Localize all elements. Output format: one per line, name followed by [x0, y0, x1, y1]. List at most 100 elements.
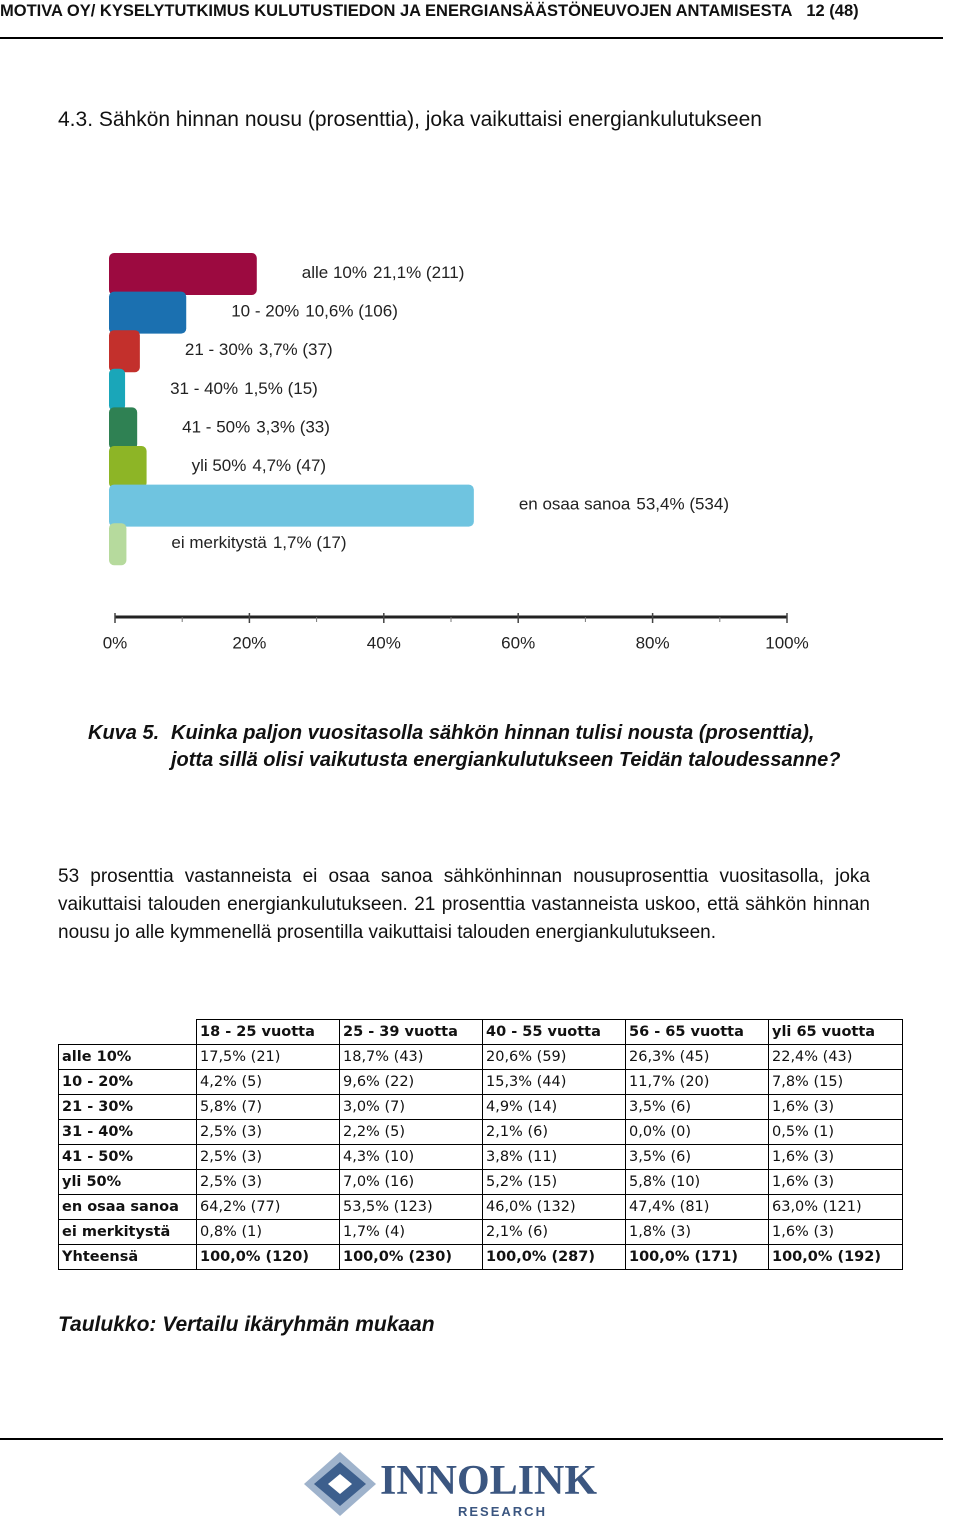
x-tick-label: 40% [367, 633, 401, 652]
table-row: 10 - 20% 4,2% (5) 9,6% (22) 15,3% (44) 11,7%… [58, 1069, 903, 1095]
table-cell: 17,5% (21) [196, 1044, 340, 1070]
row-header: 31 - 40% [58, 1119, 197, 1145]
table-cell: 100,0% (287) [482, 1244, 626, 1270]
table-caption: Taulukko: Vertailu ikäryhmän mukaan [58, 1313, 435, 1336]
table-cell: 22,4% (43) [768, 1044, 903, 1070]
table-cell: 2,1% (6) [482, 1219, 626, 1245]
bar [109, 407, 138, 450]
bar [109, 523, 127, 566]
table-cell: 2,5% (3) [196, 1169, 340, 1195]
table-row: ei merkitystä 0,8% (1) 1,7% (4) 2,1% (6) 1,8… [58, 1219, 903, 1245]
category-label: ei merkitystä [171, 534, 267, 553]
value-label: 4,7% (47) [252, 456, 326, 475]
table-cell: 1,8% (3) [625, 1219, 769, 1245]
table-cell: 2,1% (6) [482, 1119, 626, 1145]
table-cell: 63,0% (121) [768, 1194, 903, 1220]
table-cell: 11,7% (20) [625, 1069, 769, 1095]
logo-sub: RESEARCH [458, 1504, 547, 1519]
table-cell: 1,6% (3) [768, 1094, 903, 1120]
category-label: 41 - 50% [182, 418, 250, 437]
value-label: 21,1% (211) [373, 263, 464, 282]
table-cell: 100,0% (171) [625, 1244, 769, 1270]
table-cell: 100,0% (230) [339, 1244, 483, 1270]
paragraph: 53 prosenttia vastanneista ei osaa sanoa… [58, 866, 870, 943]
caption-text: Kuinka paljon vuositasolla sähkön hinnan… [171, 722, 841, 771]
table-cell: 1,6% (3) [768, 1144, 903, 1170]
logo-mark [304, 1452, 376, 1516]
x-tick-label: 20% [232, 633, 266, 652]
logo: INNOLINK RESEARCH [304, 1452, 597, 1519]
chart: alle 10% 21,1% (211) 10 - 20% 10,6% (106) 21… [103, 253, 809, 652]
table-row: yli 50% 2,5% (3) 7,0% (16) 5,2% (15) 5,8% (1… [58, 1169, 903, 1195]
category-label: 31 - 40% [170, 379, 238, 398]
bar-label: 21 - 30% 3,7% (37) [185, 341, 333, 360]
table-row: en osaa sanoa 64,2% (77) 53,5% (123) 46,0% … [58, 1194, 903, 1220]
table-row: 31 - 40% 2,5% (3) 2,2% (5) 2,1% (6) 0,0% (0)… [58, 1119, 903, 1145]
bar [109, 368, 126, 411]
column-header: 25 - 39 vuotta [339, 1019, 483, 1045]
header: MOTIVA OY/ KYSELYTUTKIMUS KULUTUSTIEDON … [0, 2, 859, 21]
table-cell: 53,5% (123) [339, 1194, 483, 1220]
table-cell: 3,8% (11) [482, 1144, 626, 1170]
table-cell: 9,6% (22) [339, 1069, 483, 1095]
row-header: 10 - 20% [58, 1069, 197, 1095]
category-label: yli 50% [192, 456, 247, 475]
header-text: MOTIVA OY/ KYSELYTUTKIMUS KULUTUSTIEDON … [0, 2, 793, 20]
table-row: alle 10% 17,5% (21) 18,7% (43) 20,6% (59) 26… [58, 1044, 903, 1070]
row-header: ei merkitystä [58, 1219, 197, 1245]
x-tick-label: 60% [501, 633, 535, 652]
column-header: 40 - 55 vuotta [482, 1019, 626, 1045]
bar [109, 446, 147, 488]
table-cell: 46,0% (132) [482, 1194, 626, 1220]
table-cell: 2,2% (5) [339, 1119, 483, 1145]
table-cell: 3,0% (7) [339, 1094, 483, 1120]
row-header: yli 50% [58, 1169, 197, 1195]
table-cell: 47,4% (81) [625, 1194, 769, 1220]
category-label: en osaa sanoa [519, 495, 631, 514]
logo-name: INNOLINK [380, 1458, 597, 1504]
column-header [58, 1019, 197, 1045]
value-label: 53,4% (534) [636, 495, 729, 514]
bar-label: alle 10% 21,1% (211) [302, 263, 465, 282]
table-cell: 7,0% (16) [339, 1169, 483, 1195]
caption-label: Kuva 5. [88, 722, 160, 744]
table-row: Yhteensä 100,0% (120) 100,0% (230) 100,0% (… [58, 1244, 903, 1270]
bar-label: 31 - 40% 1,5% (15) [170, 379, 318, 398]
bar [109, 291, 187, 334]
table-cell: 20,6% (59) [482, 1044, 626, 1070]
row-header: 41 - 50% [58, 1144, 197, 1170]
table-cell: 15,3% (44) [482, 1069, 626, 1095]
table-cell: 3,5% (6) [625, 1094, 769, 1120]
value-label: 3,7% (37) [259, 341, 333, 360]
table-cell: 0,0% (0) [625, 1119, 769, 1145]
row-header: Yhteensä [58, 1244, 197, 1270]
table-row: 18 - 25 vuotta 25 - 39 vuotta 40 - 55 vuot… [58, 1019, 903, 1045]
header-rule [0, 37, 943, 39]
table-row: 21 - 30% 5,8% (7) 3,0% (7) 4,9% (14) 3,5% (6… [58, 1094, 903, 1120]
table-cell: 5,8% (10) [625, 1169, 769, 1195]
value-label: 1,5% (15) [244, 379, 318, 398]
table-cell: 4,2% (5) [196, 1069, 340, 1095]
table-cell: 0,8% (1) [196, 1219, 340, 1245]
table-cell: 1,7% (4) [339, 1219, 483, 1245]
value-label: 1,7% (17) [273, 534, 347, 553]
bar [109, 330, 140, 373]
category-label: 10 - 20% [231, 302, 299, 321]
row-header: en osaa sanoa [58, 1194, 197, 1220]
bar-label: 10 - 20% 10,6% (106) [231, 302, 398, 321]
page-number: 12 (48) [806, 2, 859, 20]
table-cell: 2,5% (3) [196, 1144, 340, 1170]
row-header: 21 - 30% [58, 1094, 197, 1120]
category-label: 21 - 30% [185, 341, 253, 360]
table-cell: 100,0% (120) [196, 1244, 340, 1270]
section-title: 4.3. Sähkön hinnan nousu (prosenttia), j… [58, 108, 762, 131]
x-tick-label: 0% [103, 633, 128, 652]
bar-label: ei merkitystä 1,7% (17) [171, 534, 346, 553]
table-cell: 100,0% (192) [768, 1244, 903, 1270]
figure-caption: Kuva 5. Kuinka paljon vuositasolla sähkön… [88, 720, 848, 774]
column-header: yli 65 vuotta [768, 1019, 903, 1045]
column-header: 18 - 25 vuotta [196, 1019, 340, 1045]
bar [109, 253, 257, 295]
bar-label: 41 - 50% 3,3% (33) [182, 418, 330, 437]
